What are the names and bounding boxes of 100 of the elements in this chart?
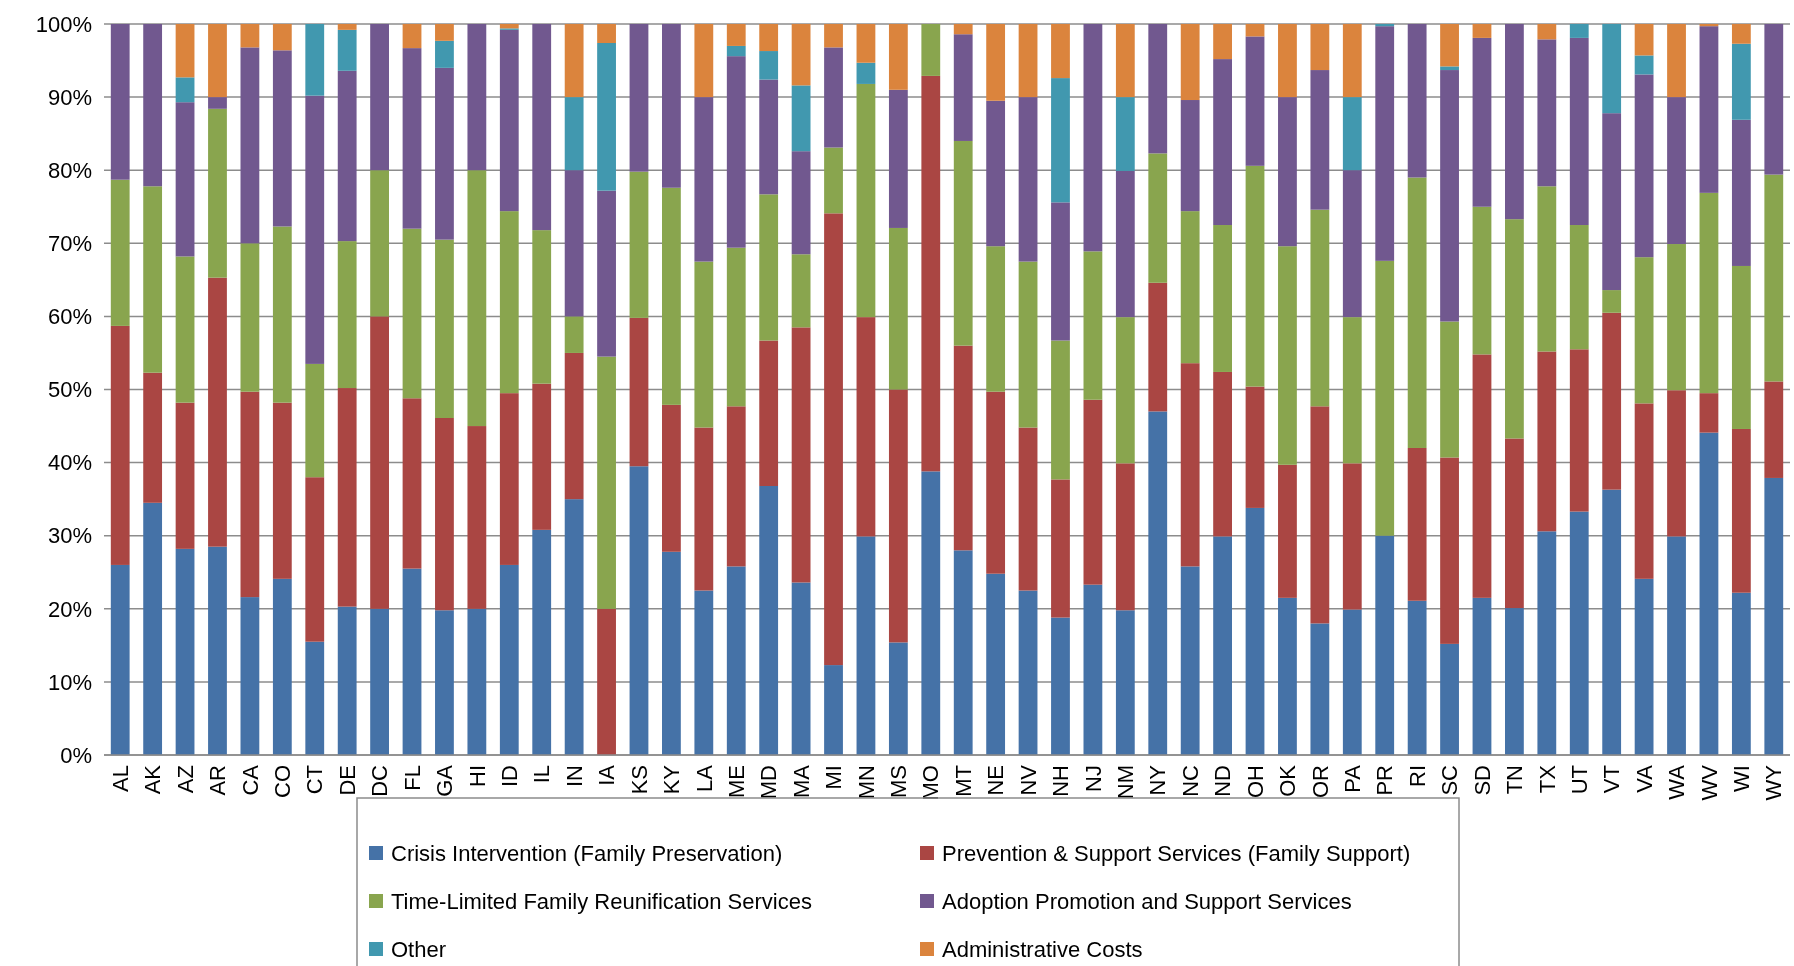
bar [1213, 24, 1232, 60]
bar [1699, 192, 1719, 394]
bar [824, 147, 843, 214]
bar [1764, 381, 1784, 478]
bar [1278, 464, 1297, 598]
bar [953, 34, 973, 141]
bar [1342, 317, 1362, 464]
bar [370, 608, 389, 755]
bar [791, 582, 811, 755]
x-tick-label: CO [270, 765, 296, 798]
bar [1731, 43, 1751, 120]
bar [1537, 351, 1557, 532]
legend-label: Adoption Promotion and Support Services [942, 888, 1352, 914]
bar [1375, 24, 1395, 27]
bar [759, 485, 779, 755]
x-tick-label: VT [1599, 765, 1625, 794]
bar [208, 97, 227, 109]
bar [726, 247, 746, 407]
bar [662, 404, 681, 552]
bar [272, 578, 292, 755]
bar [1375, 535, 1395, 755]
bar [435, 610, 454, 755]
bar [1148, 153, 1168, 283]
bar [1310, 406, 1330, 624]
legend-label: Other [391, 936, 447, 962]
bar [1569, 37, 1589, 226]
bar [726, 45, 746, 57]
bar [856, 62, 876, 84]
bar [1115, 24, 1135, 98]
bar [1440, 66, 1459, 71]
x-tick-label: MI [821, 765, 847, 790]
x-tick-label: NJ [1080, 765, 1106, 792]
bar [1407, 24, 1427, 178]
x-tick-label: WI [1729, 765, 1755, 792]
bar [1407, 447, 1427, 601]
bar [662, 24, 681, 188]
bar [1180, 24, 1200, 101]
bar [953, 345, 973, 551]
x-tick-label: WV [1696, 764, 1722, 801]
x-tick-label: NV [1015, 764, 1041, 796]
x-tick-label: FL [399, 765, 425, 791]
bar [856, 317, 876, 537]
bar [1537, 24, 1557, 40]
bar [791, 254, 811, 328]
y-tick-label: 80% [47, 157, 92, 183]
bar [856, 83, 876, 318]
bar [629, 24, 649, 172]
bar [726, 56, 746, 248]
bar [110, 325, 130, 565]
bar [1602, 290, 1622, 313]
bar [1051, 340, 1070, 480]
bar [597, 24, 616, 44]
bar [759, 340, 779, 486]
x-tick-label: GA [432, 764, 458, 797]
bar [175, 24, 195, 78]
bar [175, 256, 195, 403]
bar [1634, 403, 1654, 579]
bar [1310, 70, 1330, 210]
bar [208, 108, 227, 278]
x-tick-label: AZ [172, 765, 198, 794]
bar [1342, 609, 1362, 755]
bar [305, 477, 325, 642]
bar [1310, 209, 1330, 407]
bar [370, 316, 389, 609]
bar [888, 24, 908, 90]
bar [435, 40, 454, 68]
x-tick-label: MS [886, 765, 912, 798]
bar [1180, 211, 1200, 364]
bar [272, 50, 292, 227]
bar [1245, 165, 1265, 387]
bar [759, 51, 779, 80]
y-tick-label: 90% [47, 84, 92, 110]
x-tick-label: NC [1177, 764, 1203, 797]
bar [564, 352, 584, 500]
bar [1731, 592, 1751, 755]
bar [240, 47, 260, 244]
bar [1505, 24, 1524, 220]
bar [824, 665, 843, 755]
legend-label: Administrative Costs [942, 936, 1143, 962]
bar [1667, 244, 1686, 391]
bar [1634, 24, 1654, 56]
x-tick-label: DE [334, 765, 360, 796]
bar [1180, 100, 1200, 212]
bar [467, 24, 487, 171]
x-tick-label: NY [1145, 764, 1171, 796]
bar [240, 597, 260, 755]
x-tick-label: TN [1502, 765, 1528, 795]
bar [1148, 282, 1168, 412]
x-tick-label: MT [950, 765, 976, 797]
bar [532, 24, 552, 231]
bar [143, 186, 163, 373]
bar [694, 24, 714, 98]
x-tick-label: OR [1307, 765, 1333, 798]
x-tick-label: SC [1437, 764, 1463, 796]
bar [986, 24, 1006, 101]
x-tick-label: CT [302, 765, 328, 795]
bar [175, 402, 195, 549]
bar [629, 466, 649, 755]
bar [694, 97, 714, 262]
bar [337, 606, 357, 755]
